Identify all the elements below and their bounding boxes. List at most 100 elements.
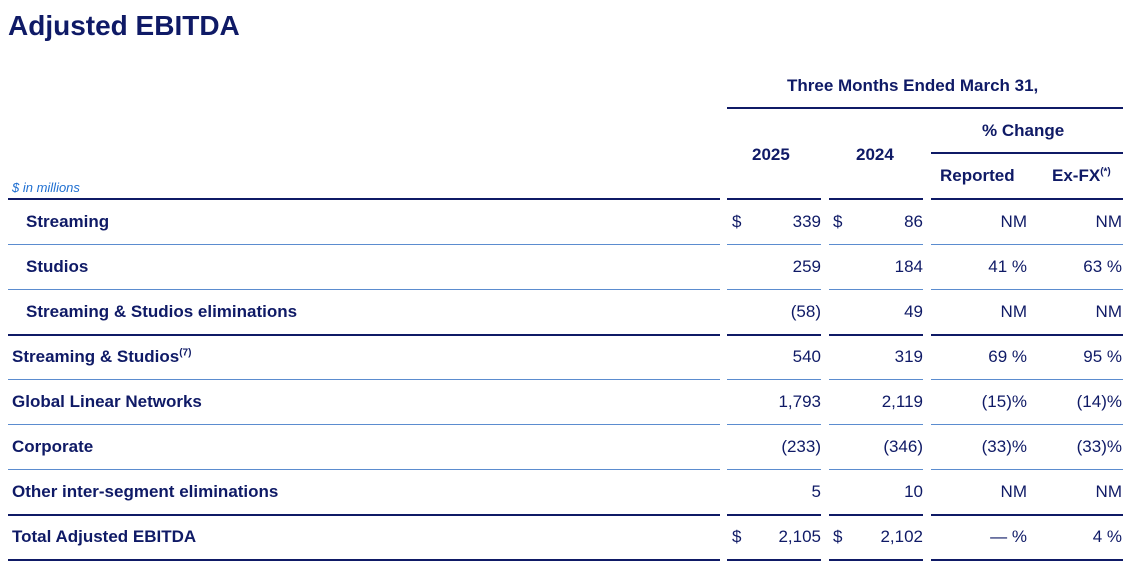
value-2025: 5	[811, 482, 821, 501]
row-label-text: Streaming & Studios eliminations	[26, 302, 298, 321]
row-label: Streaming & Studios(7)	[12, 347, 191, 367]
value-reported: NM	[1000, 302, 1027, 321]
reported-header: Reported	[940, 166, 1015, 185]
row-label: Global Linear Networks	[12, 392, 202, 412]
exfx-header-label: Ex-FX	[1052, 166, 1101, 185]
value-2025: 540	[792, 347, 821, 366]
pct-change-underline	[931, 152, 1123, 154]
value-2025: (233)	[781, 437, 821, 456]
value-exfx: 4 %	[1092, 527, 1122, 546]
value-2024: 10	[904, 482, 923, 501]
value-reported: NM	[1000, 212, 1027, 231]
table-row: Streaming & Studios eliminations (58) 49 NM…	[0, 290, 1127, 335]
units-note: $ in millions	[12, 180, 80, 195]
value-2024: (346)	[883, 437, 923, 456]
row-rule-thin	[8, 289, 720, 290]
table-row: Studios 259 184 41 % 63 %	[0, 245, 1127, 290]
exfx-header: Ex-FX(*)	[1052, 166, 1111, 186]
value-2025: 259	[792, 257, 821, 276]
year-2024-header: 2024	[856, 145, 894, 164]
value-2024: 184	[894, 257, 923, 276]
table-row: Other inter-segment eliminations 5 10 NM NM	[0, 470, 1127, 515]
value-exfx: NM	[1095, 302, 1122, 321]
row-label-text: Studios	[26, 257, 89, 276]
value-2025: 1,793	[778, 392, 821, 411]
value-exfx: NM	[1095, 482, 1122, 501]
row-rule-thin	[829, 469, 923, 470]
row-rule-thick	[727, 514, 821, 516]
row-rule-thin	[727, 379, 821, 380]
row-rule-thin	[931, 244, 1123, 245]
row-label: Streaming & Studios eliminations	[26, 302, 297, 322]
row-footnote: (7)	[179, 347, 192, 359]
row-label-text: Streaming & Studios	[12, 347, 180, 366]
exfx-footnote: (*)	[1100, 166, 1111, 178]
period-underline	[727, 107, 1123, 109]
row-rule-thick	[931, 334, 1123, 336]
row-label: Other inter-segment eliminations	[12, 482, 278, 502]
currency-symbol-2024: $	[833, 212, 843, 231]
row-rule-thick	[829, 514, 923, 516]
row-label-text: Total Adjusted EBITDA	[12, 527, 197, 546]
value-2025: (58)	[790, 302, 821, 321]
row-label: Total Adjusted EBITDA	[12, 527, 196, 547]
row-rule-thin	[931, 424, 1123, 425]
value-2024: 49	[904, 302, 923, 321]
row-rule-thin	[931, 469, 1123, 470]
row-rule-thin	[931, 379, 1123, 380]
row-rule-thin	[931, 289, 1123, 290]
pct-change-header: % Change	[982, 121, 1065, 140]
row-rule-thick	[727, 559, 821, 561]
row-rule-thick	[727, 334, 821, 336]
value-reported: 69 %	[988, 347, 1027, 366]
table-row: Streaming $ $339 86 NM NM	[0, 200, 1127, 245]
row-rule-thin	[829, 379, 923, 380]
currency-symbol-2025: $	[732, 212, 742, 231]
row-rule-thin	[727, 424, 821, 425]
row-rule-thin	[8, 379, 720, 380]
row-rule-thick	[8, 334, 720, 336]
value-reported: (15)%	[981, 392, 1027, 411]
value-2024: 2,119	[881, 392, 923, 411]
row-rule-thick	[829, 334, 923, 336]
table-row: Global Linear Networks 1,793 2,119 (15)% (14…	[0, 380, 1127, 425]
page-title: Adjusted EBITDA	[8, 10, 240, 41]
row-rule-thick	[829, 559, 923, 561]
value-exfx: NM	[1095, 212, 1122, 231]
currency-symbol-2024: $	[833, 527, 843, 546]
value-2025: 339	[792, 212, 821, 231]
row-rule-thin	[829, 424, 923, 425]
row-rule-thin	[8, 244, 720, 245]
value-reported: — %	[990, 527, 1027, 546]
row-rule-thin	[829, 289, 923, 290]
value-exfx: 63 %	[1083, 257, 1122, 276]
value-2024: 86	[904, 212, 923, 231]
row-rule-thin	[8, 469, 720, 470]
row-rule-thick	[931, 514, 1123, 516]
row-label: Corporate	[12, 437, 93, 457]
value-2025: 2,105	[778, 527, 821, 546]
value-2024: 2,102	[880, 527, 923, 546]
table-row: Corporate (233) (346) (33)% (33)%	[0, 425, 1127, 470]
table-row: Streaming & Studios(7) 540 319 69 % 95 %	[0, 335, 1127, 380]
value-reported: 41 %	[988, 257, 1027, 276]
value-reported: NM	[1000, 482, 1027, 501]
row-label: Streaming	[26, 212, 109, 232]
row-rule-thick	[931, 559, 1123, 561]
row-rule-thin	[727, 244, 821, 245]
value-reported: (33)%	[981, 437, 1027, 456]
row-rule-thick	[8, 559, 720, 561]
header-rule-2025	[727, 198, 821, 200]
value-exfx: 95 %	[1083, 347, 1122, 366]
row-label-text: Other inter-segment eliminations	[12, 482, 279, 501]
header-rule-2024	[829, 198, 923, 200]
year-2025-header: 2025	[752, 145, 790, 164]
row-rule-thin	[727, 469, 821, 470]
row-label-text: Global Linear Networks	[12, 392, 202, 411]
row-label-text: Corporate	[12, 437, 94, 456]
row-rule-thin	[727, 289, 821, 290]
currency-symbol-2025: $	[732, 527, 742, 546]
period-header: Three Months Ended March 31,	[787, 76, 1039, 95]
value-2024: 319	[894, 347, 923, 366]
value-exfx: (14)%	[1076, 392, 1122, 411]
